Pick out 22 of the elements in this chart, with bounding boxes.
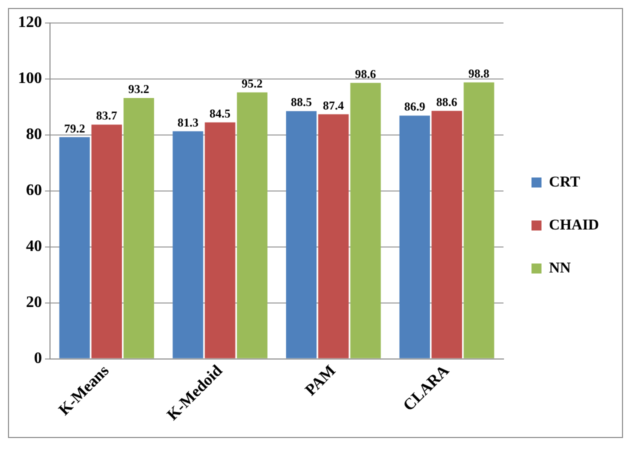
y-tick-label: 120 bbox=[18, 14, 42, 32]
data-label: 98.6 bbox=[355, 66, 376, 81]
data-label: 86.9 bbox=[404, 100, 426, 114]
y-tick-label: 60 bbox=[26, 182, 42, 200]
data-label: 84.5 bbox=[210, 106, 231, 120]
data-label: 87.4 bbox=[322, 98, 344, 112]
data-label: 81.3 bbox=[177, 115, 198, 130]
data-label: 88.5 bbox=[290, 95, 312, 110]
y-tick-label: 40 bbox=[26, 238, 42, 255]
data-label: 83.7 bbox=[96, 108, 118, 123]
legend-label: CRT bbox=[549, 174, 580, 190]
y-tick-label: 100 bbox=[18, 70, 42, 88]
data-label: 98.8 bbox=[468, 66, 490, 80]
y-tick-label: 80 bbox=[26, 126, 42, 144]
y-tick-label: 20 bbox=[26, 294, 42, 311]
y-tick-label: 0 bbox=[34, 350, 42, 367]
data-label: 93.2 bbox=[128, 82, 150, 96]
data-label: 95.2 bbox=[242, 76, 263, 90]
legend-label: NN bbox=[549, 260, 571, 276]
legend-label: CHAID bbox=[549, 217, 600, 234]
data-label: 79.2 bbox=[64, 121, 86, 136]
data-label: 88.6 bbox=[436, 94, 458, 109]
